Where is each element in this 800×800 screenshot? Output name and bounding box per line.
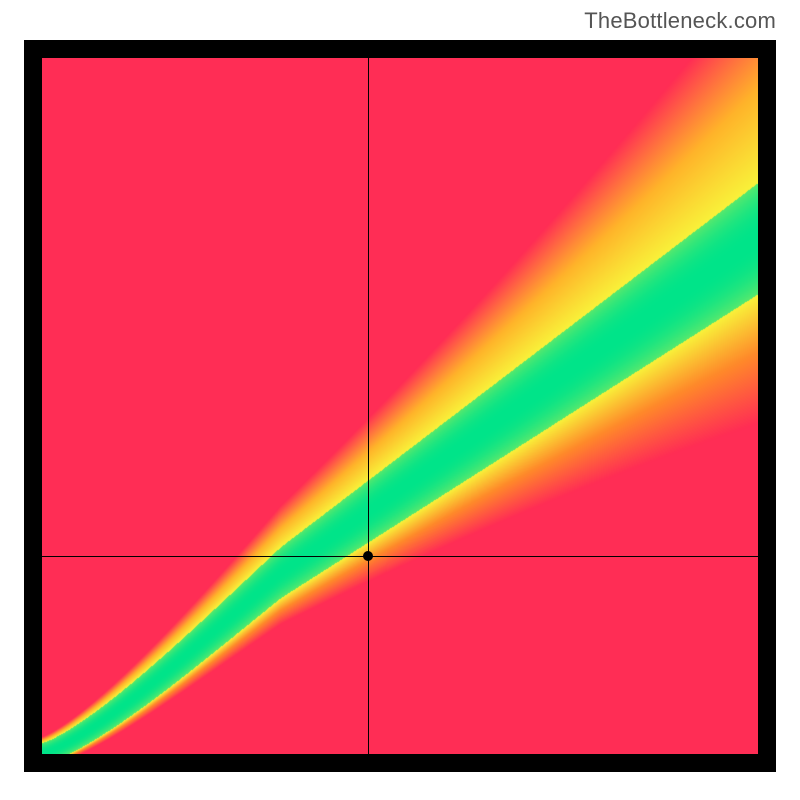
crosshair-vertical-line (368, 58, 369, 754)
crosshair-marker-dot (363, 551, 373, 561)
crosshair-horizontal-line (42, 556, 758, 557)
bottleneck-heatmap (42, 58, 758, 754)
canvas-root: TheBottleneck.com (0, 0, 800, 800)
watermark-text: TheBottleneck.com (584, 8, 776, 34)
